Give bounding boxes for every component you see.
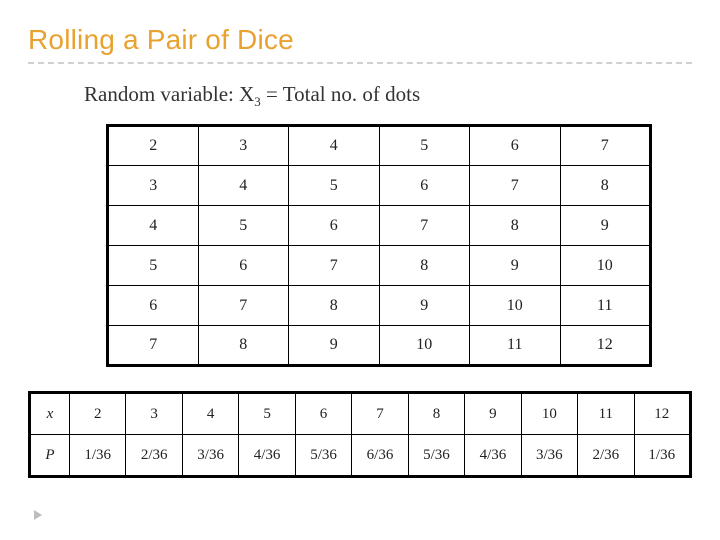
table-cell: 9 [470,246,561,286]
table-cell: 9 [289,326,380,366]
table-cell: 11 [470,326,561,366]
table-row: 6 7 8 9 10 11 [108,286,651,326]
table-cell: 8 [560,166,651,206]
row-header-p: P [30,435,70,477]
probability-distribution-table: x 2 3 4 5 6 7 8 9 10 11 12 P 1/36 2/36 [28,391,692,478]
table-cell: 7 [560,126,651,166]
table-cell: 2/36 [126,435,182,477]
table-cell: 7 [289,246,380,286]
table-cell: 4 [108,206,199,246]
table-cell: 5 [289,166,380,206]
table-row: P 1/36 2/36 3/36 4/36 5/36 6/36 5/36 4/3… [30,435,691,477]
table-cell: 6 [108,286,199,326]
arrow-icon [34,510,42,520]
table-cell: 10 [560,246,651,286]
table-cell: 4/36 [465,435,521,477]
table-cell: 8 [198,326,289,366]
table-cell: 3 [126,393,182,435]
table-cell: 4 [289,126,380,166]
table-cell: 9 [560,206,651,246]
table-cell: 5/36 [408,435,464,477]
table-cell: 8 [289,286,380,326]
table-row: 7 8 9 10 11 12 [108,326,651,366]
table-cell: 10 [379,326,470,366]
table-cell: 7 [470,166,561,206]
table-row: 4 5 6 7 8 9 [108,206,651,246]
table-cell: 10 [470,286,561,326]
table-cell: 7 [198,286,289,326]
table-cell: 9 [465,393,521,435]
sum-table-container: 2 3 4 5 6 7 3 4 5 6 7 8 4 5 [106,124,652,367]
table-cell: 2/36 [578,435,634,477]
table-cell: 3 [198,126,289,166]
distribution-table-container: x 2 3 4 5 6 7 8 9 10 11 12 P 1/36 2/36 [28,391,692,478]
table-cell: 3 [108,166,199,206]
table-cell: 5 [198,206,289,246]
table-row: x 2 3 4 5 6 7 8 9 10 11 12 [30,393,691,435]
table-cell: 6 [470,126,561,166]
table-cell: 6 [295,393,351,435]
table-cell: 8 [470,206,561,246]
table-cell: 4 [182,393,238,435]
table-cell: 6/36 [352,435,408,477]
table-cell: 11 [578,393,634,435]
table-cell: 5 [379,126,470,166]
table-cell: 7 [379,206,470,246]
table-row: 3 4 5 6 7 8 [108,166,651,206]
table-cell: 11 [560,286,651,326]
table-cell: 10 [521,393,577,435]
table-cell: 6 [198,246,289,286]
table-cell: 3/36 [521,435,577,477]
table-cell: 3/36 [182,435,238,477]
table-cell: 2 [70,393,126,435]
table-cell: 5 [239,393,295,435]
table-cell: 5 [108,246,199,286]
table-cell: 4/36 [239,435,295,477]
table-row: 5 6 7 8 9 10 [108,246,651,286]
table-cell: 12 [560,326,651,366]
table-cell: 8 [379,246,470,286]
table-cell: 8 [408,393,464,435]
table-cell: 2 [108,126,199,166]
table-cell: 1/36 [634,435,690,477]
table-cell: 1/36 [70,435,126,477]
table-cell: 7 [352,393,408,435]
table-cell: 7 [108,326,199,366]
row-header-x: x [30,393,70,435]
table-cell: 6 [289,206,380,246]
subtitle-suffix: = Total no. of dots [261,82,420,106]
slide-subtitle: Random variable: X3 = Total no. of dots [84,82,692,110]
table-cell: 12 [634,393,690,435]
subtitle-prefix: Random variable: X [84,82,254,106]
table-cell: 4 [198,166,289,206]
slide-title: Rolling a Pair of Dice [28,24,692,64]
table-cell: 6 [379,166,470,206]
dice-sum-table: 2 3 4 5 6 7 3 4 5 6 7 8 4 5 [106,124,652,367]
table-row: 2 3 4 5 6 7 [108,126,651,166]
table-cell: 9 [379,286,470,326]
table-cell: 5/36 [295,435,351,477]
